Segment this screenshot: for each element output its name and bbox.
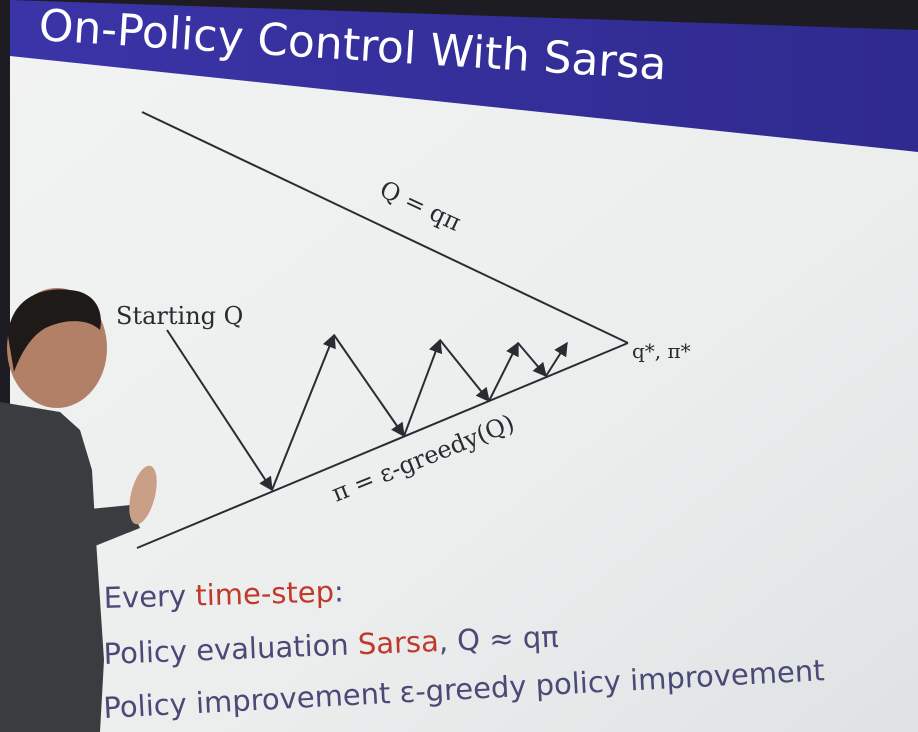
arrow-3 <box>333 334 405 438</box>
label-starting-q: Starting Q <box>116 302 243 330</box>
presenter-hair <box>8 289 101 372</box>
arrow-6 <box>488 341 519 402</box>
presenter <box>0 288 157 732</box>
presenter-hand <box>129 465 157 525</box>
arrow-5 <box>439 339 490 403</box>
slide-surface <box>10 12 918 732</box>
text-every-time-step: Every time-step: <box>103 574 344 615</box>
presenter-body <box>0 402 104 732</box>
arrow-7 <box>517 342 547 378</box>
presenter-arm <box>80 505 140 548</box>
text-policy-evaluation: Policy evaluation Sarsa, Q ≈ qπ <box>103 620 559 671</box>
bottom-bound-line <box>136 342 629 549</box>
title-bar <box>10 0 918 152</box>
label-optimum: q*, π* <box>632 339 691 363</box>
arrow-1 <box>166 329 273 492</box>
arrow-2 <box>271 333 336 491</box>
arrow-4 <box>403 338 443 437</box>
arrow-8 <box>545 341 568 377</box>
zigzag-arrows <box>166 329 568 492</box>
top-bound-line <box>141 111 629 344</box>
